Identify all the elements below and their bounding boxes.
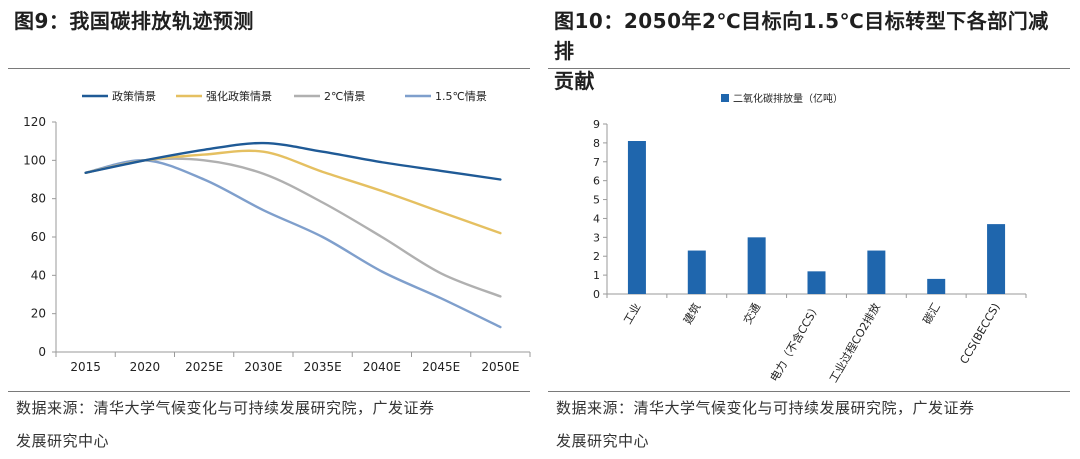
left-figure-title: 图9：我国碳排放轨迹预测 bbox=[14, 9, 254, 33]
bar-category-label: 工业 bbox=[621, 301, 643, 327]
right-title-rule bbox=[548, 68, 1070, 69]
left-source: 数据来源：清华大学气候变化与可持续发展研究院，广发证券 发展研究中心 bbox=[16, 392, 516, 458]
line-x-tick-label: 2040E bbox=[363, 360, 401, 374]
line-y-tick-label: 20 bbox=[31, 307, 46, 321]
bar-y-tick-label: 9 bbox=[593, 118, 600, 131]
bar-category-label: 交通 bbox=[740, 301, 763, 327]
line-x-tick-label: 2045E bbox=[422, 360, 460, 374]
bar-y-tick-label: 5 bbox=[593, 194, 600, 207]
bar-category-label: 碳汇 bbox=[920, 301, 943, 327]
bar-2 bbox=[687, 250, 706, 294]
right-source: 数据来源：清华大学气候变化与可持续发展研究院，广发证券 发展研究中心 bbox=[556, 392, 1056, 458]
line-x-tick-label: 2020 bbox=[130, 360, 161, 374]
bar-category-label: 建筑 bbox=[680, 301, 703, 327]
line-legend-label: 强化政策情景 bbox=[206, 89, 272, 103]
bar-y-tick-label: 7 bbox=[593, 156, 600, 169]
bar-4 bbox=[807, 271, 826, 294]
line-y-tick-label: 120 bbox=[23, 115, 46, 129]
bar-category-label: 工业过程CO2排放 bbox=[826, 301, 883, 385]
line-x-tick-label: 2015 bbox=[70, 360, 101, 374]
right-source-line-1: 数据来源：清华大学气候变化与可持续发展研究院，广发证券 bbox=[556, 399, 975, 417]
line-y-tick-label: 60 bbox=[31, 230, 46, 244]
left-panel: 图9：我国碳排放轨迹预测 0 20 40 60 80 100 120 2015 2020 2025… bbox=[8, 0, 531, 459]
bar-6 bbox=[927, 278, 946, 294]
right-source-rule bbox=[548, 391, 1070, 392]
line-y-tick-label: 0 bbox=[38, 345, 46, 359]
right-title-line-1: 图10：2050年2℃目标向1.5℃目标转型下各部门减排 bbox=[554, 9, 1049, 63]
bar-y-tick-label: 6 bbox=[593, 175, 600, 188]
bar-y-tick-label: 0 bbox=[593, 288, 600, 301]
bar-5 bbox=[867, 250, 886, 294]
right-figure-title: 图10：2050年2℃目标向1.5℃目标转型下各部门减排 贡献 bbox=[554, 6, 1064, 96]
left-source-line-1: 数据来源：清华大学气候变化与可持续发展研究院，广发证券 bbox=[16, 399, 435, 417]
line-y-tick-label: 100 bbox=[23, 153, 46, 167]
line-series-4 bbox=[84, 159, 502, 329]
bar-legend-swatch bbox=[721, 94, 729, 102]
line-x-tick-label: 2025E bbox=[185, 360, 223, 374]
right-source-line-2: 发展研究中心 bbox=[556, 432, 650, 450]
bar-category-label: 电力（不含CCS） bbox=[767, 301, 823, 385]
line-series-2 bbox=[84, 149, 502, 235]
line-x-tick-label: 2030E bbox=[244, 360, 282, 374]
line-legend-label: 政策情景 bbox=[112, 89, 156, 103]
bar-7 bbox=[987, 224, 1006, 294]
line-series-1 bbox=[84, 141, 502, 181]
bar-y-tick-label: 8 bbox=[593, 137, 600, 150]
line-chart: 0 20 40 60 80 100 120 2015 2020 2025E 2030E 2035E 20… bbox=[23, 89, 531, 374]
right-panel: 图10：2050年2℃目标向1.5℃目标转型下各部门减排 贡献 0 1 2 3 4 5 6 7… bbox=[548, 0, 1070, 459]
line-series-3 bbox=[84, 157, 502, 298]
bar-1 bbox=[627, 141, 646, 294]
bar-3 bbox=[747, 237, 766, 294]
line-x-tick-label: 2050E bbox=[481, 360, 519, 374]
bar-legend-label: 二氧化碳排放量（亿吨） bbox=[733, 92, 843, 105]
line-y-tick-label: 40 bbox=[31, 268, 46, 282]
left-source-line-2: 发展研究中心 bbox=[16, 432, 110, 450]
bar-y-tick-label: 3 bbox=[593, 231, 600, 244]
left-title-rule bbox=[8, 68, 530, 69]
line-y-tick-label: 80 bbox=[31, 192, 46, 206]
line-x-tick-label: 2035E bbox=[304, 360, 342, 374]
bar-y-tick-label: 1 bbox=[593, 269, 600, 282]
bar-chart: 0 1 2 3 4 5 6 7 8 9 工业 建筑 交通 电力（不含CCS） 工业过程CO2排放 碳汇 CCS(… bbox=[593, 92, 1027, 385]
bar-y-tick-label: 4 bbox=[593, 212, 600, 225]
bar-y-tick-label: 2 bbox=[593, 250, 600, 263]
left-source-rule bbox=[8, 391, 530, 392]
right-title-line-2: 贡献 bbox=[554, 69, 595, 93]
bar-category-label: CCS(BECCS) bbox=[958, 301, 1003, 366]
line-legend-label: 2℃情景 bbox=[324, 90, 365, 103]
line-legend-label: 1.5℃情景 bbox=[435, 90, 487, 103]
